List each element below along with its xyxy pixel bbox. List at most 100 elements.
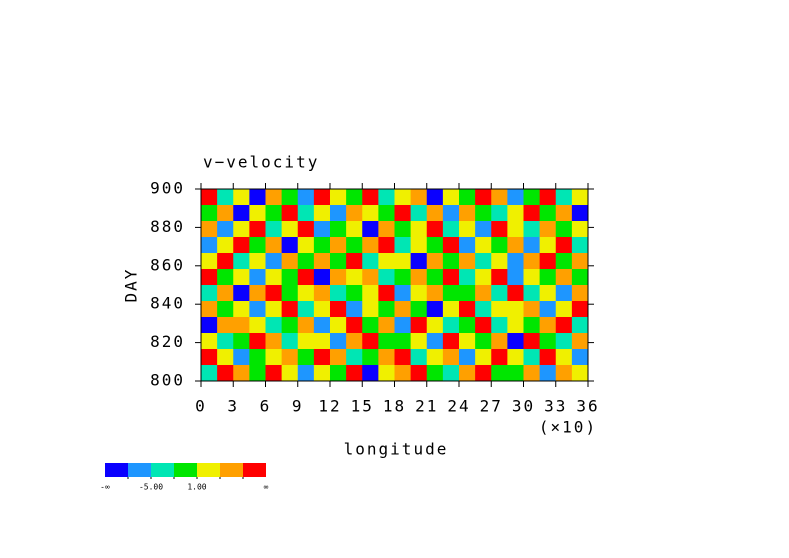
y-tick-label: 820 bbox=[150, 332, 185, 351]
field-cell bbox=[330, 237, 347, 254]
field-cell bbox=[265, 189, 283, 206]
x-tick-label: 27 bbox=[480, 397, 503, 416]
field-cell bbox=[362, 189, 379, 206]
x-axis-label: longitude bbox=[344, 440, 449, 459]
field-cell bbox=[410, 333, 428, 350]
field-cell bbox=[217, 253, 234, 270]
field-cell bbox=[475, 317, 492, 334]
field-cell bbox=[346, 285, 363, 302]
field-cell bbox=[281, 237, 299, 254]
field-cell bbox=[394, 253, 412, 270]
field-cell bbox=[201, 237, 218, 254]
field-cell bbox=[442, 253, 460, 270]
field-cell bbox=[539, 365, 557, 382]
field-cell bbox=[265, 221, 283, 238]
y-tick-label: 800 bbox=[150, 371, 185, 390]
x-tick-label: 21 bbox=[415, 397, 438, 416]
field-cell bbox=[281, 365, 299, 382]
field-cell bbox=[378, 221, 395, 238]
x-tick-label: 6 bbox=[260, 397, 272, 416]
field-cell bbox=[265, 237, 283, 254]
field-cell bbox=[346, 205, 363, 222]
field-cell bbox=[410, 189, 428, 206]
field-cell bbox=[394, 349, 412, 366]
field-cell bbox=[346, 317, 363, 334]
x-scale-note: (×10) bbox=[539, 418, 597, 437]
field-cell bbox=[265, 301, 283, 318]
field-cell bbox=[265, 285, 283, 302]
field-cell bbox=[362, 285, 379, 302]
field-cell bbox=[571, 189, 589, 206]
field-cell bbox=[491, 285, 508, 302]
field-cell bbox=[491, 189, 508, 206]
field-cell bbox=[539, 269, 557, 286]
field-cell bbox=[201, 333, 218, 350]
field-cell bbox=[475, 285, 492, 302]
y-tick-label: 880 bbox=[150, 217, 185, 236]
field-cell bbox=[217, 237, 234, 254]
field-cell bbox=[410, 365, 428, 382]
field-cell bbox=[475, 205, 492, 222]
field-cell bbox=[330, 189, 347, 206]
x-tick-label: 24 bbox=[447, 397, 470, 416]
field-cell bbox=[555, 269, 573, 286]
field-cell bbox=[459, 189, 476, 206]
x-tick-label: 30 bbox=[512, 397, 535, 416]
colorbar-end: ∞ bbox=[264, 483, 269, 492]
field-cell bbox=[378, 285, 395, 302]
field-cell bbox=[217, 205, 234, 222]
field-cell bbox=[523, 269, 541, 286]
y-axis-label: DAY bbox=[122, 268, 141, 303]
field-cell bbox=[362, 301, 379, 318]
field-cell bbox=[297, 349, 315, 366]
field-cell bbox=[539, 349, 557, 366]
field-cell bbox=[394, 205, 412, 222]
field-cell bbox=[249, 349, 266, 366]
field-cell bbox=[313, 221, 331, 238]
field-cell bbox=[475, 189, 492, 206]
field-cell bbox=[378, 349, 395, 366]
field-cell bbox=[201, 269, 218, 286]
field-cell bbox=[523, 253, 541, 270]
field-cell bbox=[442, 365, 460, 382]
field-cell bbox=[426, 301, 444, 318]
field-cell bbox=[523, 237, 541, 254]
colorbar-end: -∞ bbox=[100, 483, 110, 492]
field-cell bbox=[201, 365, 218, 382]
field-cell bbox=[459, 317, 476, 334]
field-cell bbox=[507, 349, 524, 366]
field-cell bbox=[313, 333, 331, 350]
field-cell bbox=[571, 221, 589, 238]
field-cell bbox=[297, 189, 315, 206]
colorbar-swatch bbox=[197, 463, 220, 477]
field-cell bbox=[201, 253, 218, 270]
field-cell bbox=[378, 317, 395, 334]
field-cell bbox=[491, 333, 508, 350]
field-cell bbox=[378, 237, 395, 254]
field-cell bbox=[346, 333, 363, 350]
field-cell bbox=[233, 237, 250, 254]
field-cell bbox=[201, 285, 218, 302]
field-cell bbox=[539, 317, 557, 334]
field-cell bbox=[523, 333, 541, 350]
field-cell bbox=[571, 205, 589, 222]
field-cell bbox=[394, 221, 412, 238]
x-tick-label: 15 bbox=[351, 397, 374, 416]
field-cell bbox=[217, 285, 234, 302]
field-cell bbox=[459, 301, 476, 318]
colorbar-swatch bbox=[174, 463, 197, 477]
field-cell bbox=[233, 269, 250, 286]
field-cell bbox=[346, 237, 363, 254]
field-cell bbox=[491, 269, 508, 286]
field-cell bbox=[362, 205, 379, 222]
field-cell bbox=[281, 333, 299, 350]
field-cell bbox=[281, 253, 299, 270]
field-cell bbox=[249, 365, 266, 382]
field-cell bbox=[539, 189, 557, 206]
field-cell bbox=[442, 301, 460, 318]
field-cell bbox=[555, 221, 573, 238]
field-cell bbox=[491, 205, 508, 222]
field-cell bbox=[410, 269, 428, 286]
field-cell bbox=[475, 269, 492, 286]
